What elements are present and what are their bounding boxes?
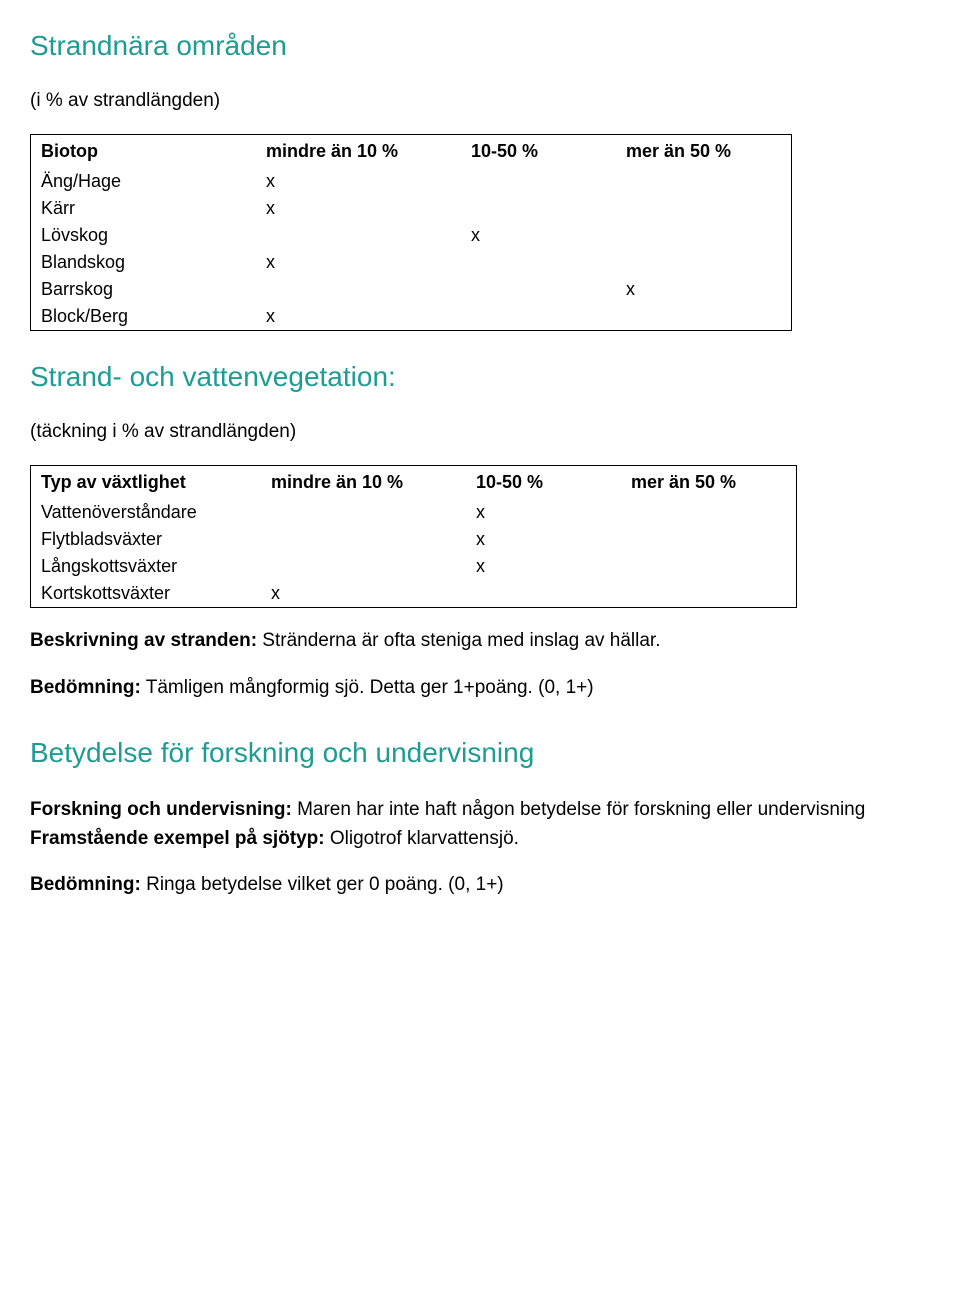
section2-subtitle: (täckning i % av strandlängden)	[30, 421, 930, 443]
assess-label: Bedömning:	[30, 677, 141, 698]
cell-value	[256, 222, 461, 249]
cell-value	[616, 222, 792, 249]
cell-value: x	[466, 526, 621, 553]
section2-assessment: Bedömning: Tämligen mångformig sjö. Dett…	[30, 675, 900, 702]
table-row: Kärrx	[31, 195, 792, 222]
table-row: Äng/Hagex	[31, 168, 792, 195]
row-label: Kortskottsväxter	[31, 580, 262, 608]
row-label: Långskottsväxter	[31, 553, 262, 580]
col-header: 10-50 %	[466, 466, 621, 500]
row-label: Vattenöverståndare	[31, 499, 262, 526]
col-header: mer än 50 %	[621, 466, 797, 500]
col-header: mer än 50 %	[616, 135, 792, 169]
table-row: Flytbladsväxter x	[31, 526, 797, 553]
example-text: Oligotrof klarvattensjö.	[325, 828, 519, 849]
cell-value	[256, 276, 461, 303]
cell-value: x	[256, 168, 461, 195]
strand-description: Beskrivning av stranden: Stränderna är o…	[30, 628, 900, 655]
cell-value	[261, 499, 466, 526]
cell-value	[461, 303, 616, 331]
cell-value: x	[256, 195, 461, 222]
cell-value: x	[466, 499, 621, 526]
cell-value	[461, 276, 616, 303]
cell-value	[461, 168, 616, 195]
table-row: Blandskogx	[31, 249, 792, 276]
table-row: Långskottsväxter x	[31, 553, 797, 580]
table-header-row: Typ av växtlighet mindre än 10 % 10-50 %…	[31, 466, 797, 500]
section3-assessment: Bedömning: Ringa betydelse vilket ger 0 …	[30, 872, 900, 899]
section1-title: Strandnära områden	[30, 30, 930, 62]
cell-value	[616, 195, 792, 222]
table-row: Block/Bergx	[31, 303, 792, 331]
row-label: Barrskog	[31, 276, 257, 303]
table-row: Barrskog x	[31, 276, 792, 303]
section3-title: Betydelse för forskning och undervisning	[30, 737, 930, 769]
table-row: Lövskog x	[31, 222, 792, 249]
cell-value	[616, 168, 792, 195]
row-label: Äng/Hage	[31, 168, 257, 195]
row-label: Lövskog	[31, 222, 257, 249]
row-label: Kärr	[31, 195, 257, 222]
col-header: mindre än 10 %	[261, 466, 466, 500]
cell-value: x	[256, 303, 461, 331]
col-header: mindre än 10 %	[256, 135, 461, 169]
cell-value	[461, 195, 616, 222]
cell-value: x	[256, 249, 461, 276]
row-label: Blandskog	[31, 249, 257, 276]
cell-value	[461, 249, 616, 276]
cell-value: x	[261, 580, 466, 608]
cell-value: x	[616, 276, 792, 303]
assess-text: Ringa betydelse vilket ger 0 poäng. (0, …	[141, 874, 504, 895]
table-row: Vattenöverståndare x	[31, 499, 797, 526]
cell-value	[621, 553, 797, 580]
biotop-table: Biotop mindre än 10 % 10-50 % mer än 50 …	[30, 134, 792, 331]
research-text: Maren har inte haft någon betydelse för …	[292, 799, 866, 820]
desc-text: Stränderna är ofta steniga med inslag av…	[257, 630, 660, 651]
cell-value: x	[461, 222, 616, 249]
cell-value	[261, 553, 466, 580]
row-label: Flytbladsväxter	[31, 526, 262, 553]
cell-value	[621, 499, 797, 526]
col-header: 10-50 %	[461, 135, 616, 169]
example-label: Framstående exempel på sjötyp:	[30, 828, 325, 849]
vegetation-table: Typ av växtlighet mindre än 10 % 10-50 %…	[30, 465, 797, 608]
section2-title: Strand- och vattenvegetation:	[30, 361, 930, 393]
cell-value	[621, 580, 797, 608]
cell-value	[466, 580, 621, 608]
assess-label: Bedömning:	[30, 874, 141, 895]
cell-value	[621, 526, 797, 553]
cell-value	[616, 303, 792, 331]
cell-value	[616, 249, 792, 276]
research-label: Forskning och undervisning:	[30, 799, 292, 820]
research-line: Forskning och undervisning: Maren har in…	[30, 797, 900, 824]
desc-label: Beskrivning av stranden:	[30, 630, 257, 651]
example-line: Framstående exempel på sjötyp: Oligotrof…	[30, 826, 900, 853]
assess-text: Tämligen mångformig sjö. Detta ger 1+poä…	[141, 677, 594, 698]
cell-value	[261, 526, 466, 553]
cell-value: x	[466, 553, 621, 580]
table-row: Kortskottsväxterx	[31, 580, 797, 608]
col-header: Biotop	[31, 135, 257, 169]
table-header-row: Biotop mindre än 10 % 10-50 % mer än 50 …	[31, 135, 792, 169]
row-label: Block/Berg	[31, 303, 257, 331]
section1-subtitle: (i % av strandlängden)	[30, 90, 930, 112]
col-header: Typ av växtlighet	[31, 466, 262, 500]
